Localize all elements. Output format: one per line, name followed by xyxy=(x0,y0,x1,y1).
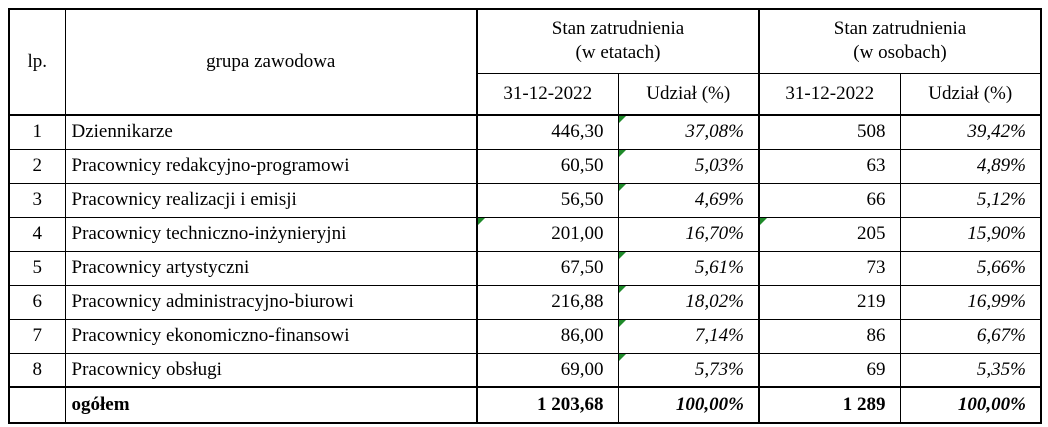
data-row: 3 Pracownicy realizacji i emisji 56,50 4,69… xyxy=(8,182,1042,218)
data-row: 4 Pracownicy techniczno-inżynieryjni 201,0… xyxy=(8,216,1042,252)
cell: 56,50 xyxy=(476,182,619,218)
cell: 86,00 xyxy=(476,318,619,354)
cell: 69,00 xyxy=(476,352,619,388)
cell: 18,02% xyxy=(617,284,760,320)
cell: 1 xyxy=(8,114,66,150)
data-row: 2 Pracownicy redakcyjno-programowi 60,50 5,… xyxy=(8,148,1042,184)
data-row: 6 Pracownicy administracyjno-biurowi 216,8… xyxy=(8,284,1042,320)
cell: 4 xyxy=(8,216,66,252)
cell: 5,12% xyxy=(899,182,1042,218)
cell: 6,67% xyxy=(899,318,1042,354)
header-column-group: Stan zatrudnienia (w osobach) xyxy=(758,8,1042,74)
total-cell: 1 203,68 xyxy=(476,386,619,424)
cell: Pracownicy realizacji i emisji xyxy=(64,182,478,218)
cell: 4,69% xyxy=(617,182,760,218)
header-line: Stan zatrudnienia xyxy=(833,18,967,40)
cell: 39,42% xyxy=(899,114,1042,150)
cell: Pracownicy artystyczni xyxy=(64,250,478,286)
subheader: 31-12-2022 xyxy=(476,72,619,116)
cell: Pracownicy techniczno-inżynieryjni xyxy=(64,216,478,252)
cell: 60,50 xyxy=(476,148,619,184)
subheader: Udział (%) xyxy=(899,72,1042,116)
cell: 3 xyxy=(8,182,66,218)
subheader: Udział (%) xyxy=(617,72,760,116)
cell: 5,73% xyxy=(617,352,760,388)
cell: 63 xyxy=(758,148,901,184)
cell: 216,88 xyxy=(476,284,619,320)
data-row: 5 Pracownicy artystyczni 67,50 5,61% 73 5,66% xyxy=(8,250,1042,286)
cell: 2 xyxy=(8,148,66,184)
cell: Pracownicy obsługi xyxy=(64,352,478,388)
cell: 16,99% xyxy=(899,284,1042,320)
cell: 5,66% xyxy=(899,250,1042,286)
data-row: 1 Dziennikarze 446,30 37,08% 508 39,42% xyxy=(8,114,1042,150)
subheader-row: 31-12-2022 Udział (%) 31-12-2022 Udział (%) xyxy=(9,72,1042,116)
header-line: (w etatach) xyxy=(575,42,661,64)
cell: 7,14% xyxy=(617,318,760,354)
cell: 37,08% xyxy=(617,114,760,150)
cell: 67,50 xyxy=(476,250,619,286)
cell: 5 xyxy=(8,250,66,286)
cell: 69 xyxy=(758,352,901,388)
header-line: (w osobach) xyxy=(853,42,947,64)
total-cell: ogółem xyxy=(64,386,478,424)
cell: Dziennikarze xyxy=(64,114,478,150)
header-group: grupa zawodowa xyxy=(64,8,478,116)
cell: 7 xyxy=(8,318,66,354)
cell xyxy=(8,386,66,424)
cell: 205 xyxy=(758,216,901,252)
header-lp: lp. xyxy=(8,8,66,116)
header-row: lp. grupa zawodowa Stan zatrudnienia (w eta… xyxy=(8,8,1042,116)
cell: 15,90% xyxy=(899,216,1042,252)
total-cell: 1 289 xyxy=(758,386,901,424)
data-row: 8 Pracownicy obsługi 69,00 5,73% 69 5,35% xyxy=(8,352,1042,388)
cell: 4,89% xyxy=(899,148,1042,184)
cell: 16,70% xyxy=(617,216,760,252)
cell: Pracownicy redakcyjno-programowi xyxy=(64,148,478,184)
table-body: lp. grupa zawodowa Stan zatrudnienia (w eta… xyxy=(8,8,1042,424)
cell: 508 xyxy=(758,114,901,150)
total-row: ogółem 1 203,68 100,00% 1 289 100,00% xyxy=(8,386,1042,424)
header-column-group: Stan zatrudnienia (w etatach) xyxy=(476,8,760,74)
total-cell: 100,00% xyxy=(899,386,1042,424)
employment-table: lp. grupa zawodowa Stan zatrudnienia (w eta… xyxy=(8,8,1042,424)
cell: 5,03% xyxy=(617,148,760,184)
cell: 219 xyxy=(758,284,901,320)
cell: 86 xyxy=(758,318,901,354)
data-row: 7 Pracownicy ekonomiczno-finansowi 86,00 7,… xyxy=(8,318,1042,354)
cell: Pracownicy ekonomiczno-finansowi xyxy=(64,318,478,354)
cell: Pracownicy administracyjno-biurowi xyxy=(64,284,478,320)
cell: 446,30 xyxy=(476,114,619,150)
subheader: 31-12-2022 xyxy=(758,72,901,116)
cell: 66 xyxy=(758,182,901,218)
cell: 5,35% xyxy=(899,352,1042,388)
total-cell: 100,00% xyxy=(617,386,760,424)
cell: 8 xyxy=(8,352,66,388)
cell: 6 xyxy=(8,284,66,320)
cell: 201,00 xyxy=(476,216,619,252)
header-line: Stan zatrudnienia xyxy=(551,18,685,40)
cell: 5,61% xyxy=(617,250,760,286)
cell: 73 xyxy=(758,250,901,286)
